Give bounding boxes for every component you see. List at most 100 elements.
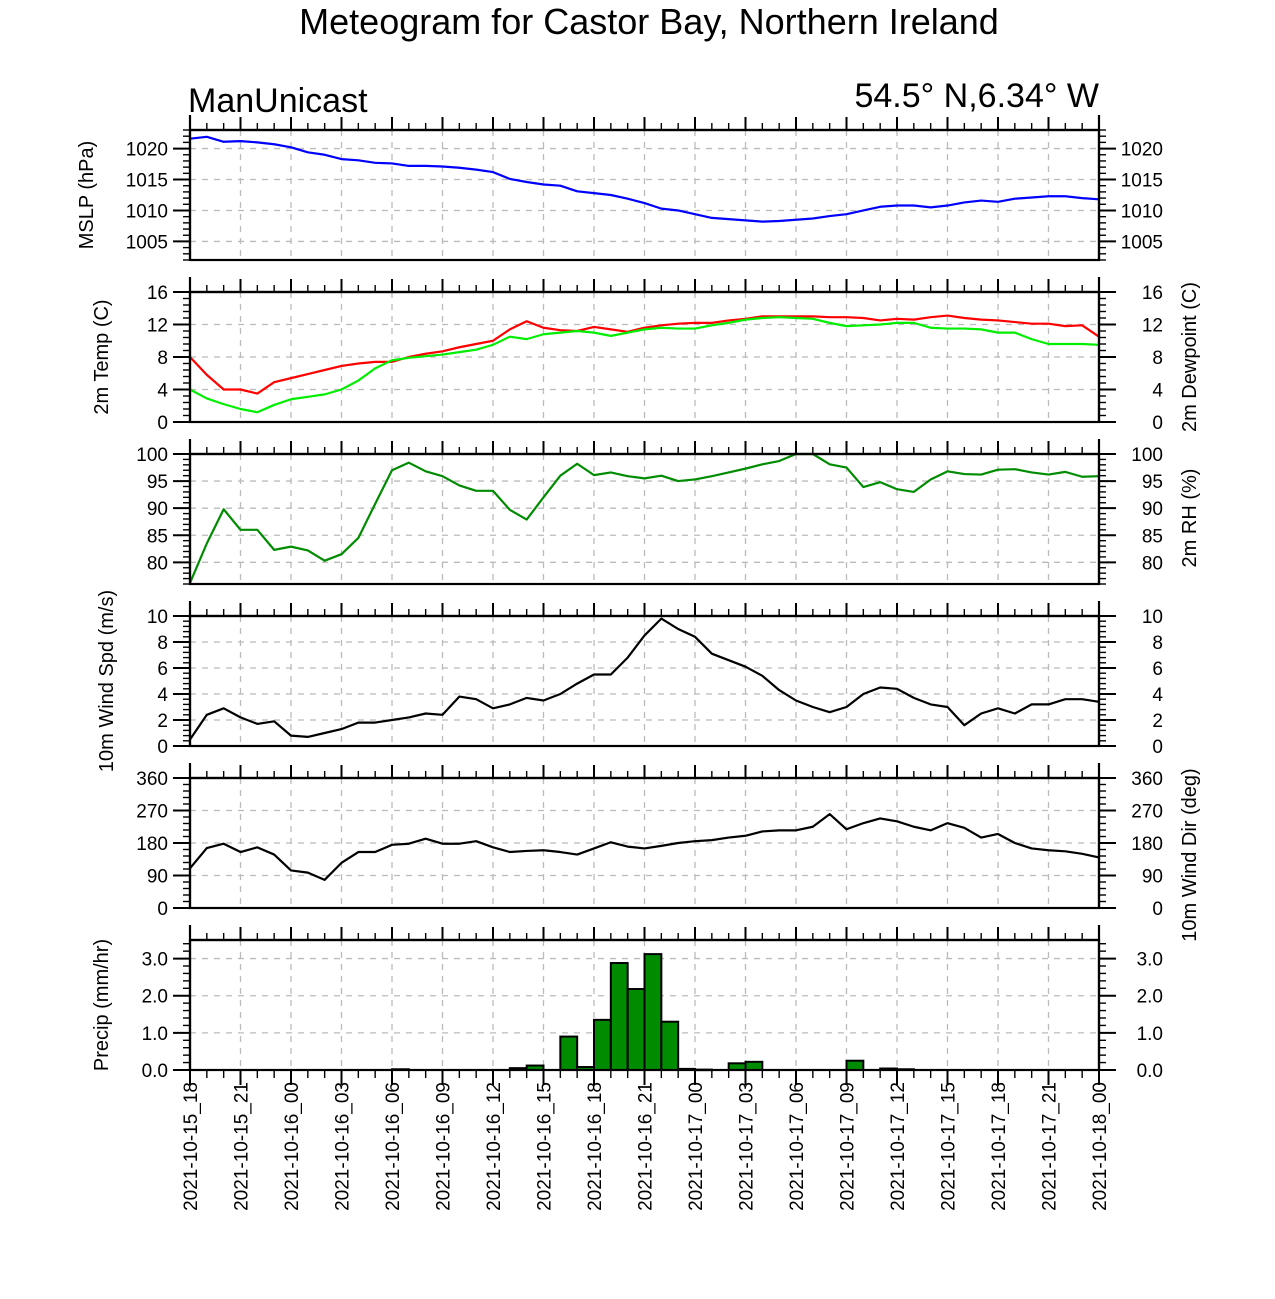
y-tick-label-left: 1020 — [126, 140, 168, 161]
y-tick-label-right: 8 — [1152, 633, 1163, 654]
y-tick-label-right: 10 — [1142, 607, 1163, 628]
x-tick-label: 2021-10-17_06 — [787, 1082, 808, 1211]
y-tick-label-left: 1005 — [126, 232, 168, 253]
y-tick-label-right: 2 — [1152, 711, 1163, 732]
y-tick-label-left: 270 — [136, 802, 168, 823]
x-tick-label: 2021-10-17_03 — [737, 1082, 758, 1211]
y-tick-label-right: 0.0 — [1137, 1061, 1163, 1082]
x-tick-label: 2021-10-16_09 — [434, 1082, 455, 1211]
panel-mslp: 1005 1005 1010 1010 1015 1015 1020 1020 MSLP (hP… — [76, 115, 1163, 262]
model-name-label: ManUnicast — [188, 82, 368, 120]
y-tick-label-right: 90 — [1142, 867, 1163, 888]
x-tick-label: 2021-10-16_21 — [636, 1082, 657, 1211]
x-tick-label: 2021-10-17_09 — [838, 1082, 859, 1211]
x-tick-label: 2021-10-17_00 — [686, 1082, 707, 1211]
y-tick-label-left: 1.0 — [142, 1024, 168, 1045]
y-axis-label-right: 2m Dewpoint (C) — [1179, 282, 1201, 432]
y-tick-label-left: 2 — [157, 711, 168, 732]
y-tick-label-right: 1.0 — [1137, 1024, 1163, 1045]
y-tick-label-left: 6 — [157, 659, 168, 680]
y-tick-label-right: 0 — [1152, 899, 1163, 920]
y-axis-label-left: MSLP (hPa) — [76, 141, 98, 250]
y-tick-label-right: 90 — [1142, 499, 1163, 520]
y-tick-label-left: 4 — [157, 685, 168, 706]
x-tick-label: 2021-10-16_03 — [333, 1082, 354, 1211]
x-tick-label: 2021-10-16_06 — [383, 1082, 404, 1211]
y-tick-label-left: 1010 — [126, 201, 168, 222]
y-tick-label-right: 0 — [1152, 737, 1163, 758]
y-tick-label-left: 0 — [157, 899, 168, 920]
panel-temp: 0 0 4 4 8 8 12 12 16 16 2m Temp (C) 2m Dewpoint (C) — [91, 277, 1201, 434]
precip-bar — [626, 988, 646, 1071]
panel-wspd: 0 0 2 2 4 4 6 6 8 8 10 10 10m Wind Spd (m/s) — [96, 590, 1163, 772]
x-tick-label: 2021-10-15_21 — [232, 1082, 253, 1211]
y-tick-label-left: 0 — [157, 737, 168, 758]
y-tick-label-right: 4 — [1152, 685, 1163, 706]
y-axis-label-left: 10m Wind Spd (m/s) — [96, 590, 118, 772]
y-tick-label-right: 1005 — [1121, 232, 1163, 253]
y-tick-label-left: 16 — [147, 283, 168, 304]
y-tick-label-right: 1015 — [1121, 171, 1163, 192]
y-tick-label-right: 4 — [1152, 381, 1163, 402]
y-tick-label-right: 2.0 — [1137, 987, 1163, 1008]
series-line-wind-direction — [189, 813, 1100, 881]
panel-rh: 80 80 85 85 90 90 95 95 100 100 2m RH (%) — [136, 439, 1201, 586]
y-tick-label-right: 360 — [1131, 769, 1163, 790]
y-tick-label-left: 0 — [157, 413, 168, 434]
x-tick-label: 2021-10-17_21 — [1040, 1082, 1061, 1211]
precip-bar — [593, 1018, 612, 1071]
y-tick-label-right: 0 — [1152, 413, 1163, 434]
y-tick-label-right: 1010 — [1121, 201, 1163, 222]
precip-bar — [559, 1035, 579, 1071]
y-tick-label-left: 12 — [147, 316, 168, 337]
y-tick-label-left: 1015 — [126, 171, 168, 192]
y-tick-label-right: 100 — [1131, 445, 1163, 466]
x-tick-label: 2021-10-16_00 — [282, 1082, 303, 1211]
y-tick-label-right: 80 — [1142, 553, 1163, 574]
y-tick-label-left: 8 — [157, 348, 168, 369]
y-tick-label-left: 0.0 — [142, 1061, 168, 1082]
x-tick-label: 2021-10-17_18 — [989, 1082, 1010, 1211]
precip-bar — [845, 1059, 865, 1071]
y-tick-label-left: 2.0 — [142, 987, 168, 1008]
x-tick-label: 2021-10-15_18 — [181, 1082, 202, 1211]
y-tick-label-right: 3.0 — [1137, 950, 1163, 971]
series-line-dewpoint — [189, 316, 1100, 414]
series-line-rh — [188, 452, 1100, 584]
y-axis-label-right: 2m RH (%) — [1179, 469, 1201, 568]
x-tick-label: 2021-10-16_12 — [484, 1082, 505, 1211]
y-tick-label-left: 85 — [147, 526, 168, 547]
chart-title: Meteogram for Castor Bay, Northern Irela… — [299, 1, 999, 42]
y-tick-label-left: 80 — [147, 553, 168, 574]
precip-bar — [643, 953, 663, 1071]
precip-bar — [744, 1060, 764, 1072]
y-tick-label-right: 1020 — [1121, 140, 1163, 161]
y-tick-label-right: 16 — [1142, 283, 1163, 304]
y-tick-label-left: 90 — [147, 867, 168, 888]
panel-wdir: 0 0 90 90 180 180 270 270 360 360 10m Wind Dir (de… — [136, 763, 1201, 942]
y-axis-label-left: 2m Temp (C) — [91, 299, 113, 414]
y-tick-label-left: 100 — [136, 445, 168, 466]
y-tick-label-left: 10 — [147, 607, 168, 628]
series-line-wind-speed — [189, 617, 1100, 741]
y-tick-label-left: 180 — [136, 834, 168, 855]
series-line-temperature — [189, 314, 1100, 395]
y-tick-label-right: 270 — [1131, 802, 1163, 823]
y-tick-label-left: 4 — [157, 381, 168, 402]
y-tick-label-right: 180 — [1131, 834, 1163, 855]
x-tick-label: 2021-10-16_15 — [535, 1082, 556, 1211]
x-tick-label: 2021-10-18_00 — [1090, 1082, 1111, 1211]
y-tick-label-right: 85 — [1142, 526, 1163, 547]
series-line-mslp — [189, 135, 1100, 223]
location-coordinates-label: 54.5° N,6.34° W — [854, 77, 1099, 115]
y-tick-label-left: 3.0 — [142, 950, 168, 971]
y-tick-label-right: 8 — [1152, 348, 1163, 369]
precip-bar — [660, 1020, 680, 1072]
precip-bar — [609, 962, 629, 1071]
x-tick-label: 2021-10-16_18 — [585, 1082, 606, 1211]
x-tick-label: 2021-10-17_12 — [888, 1082, 909, 1211]
y-tick-label-right: 95 — [1142, 472, 1163, 493]
y-tick-label-left: 360 — [136, 769, 168, 790]
y-axis-label-right: 10m Wind Dir (deg) — [1179, 768, 1201, 941]
